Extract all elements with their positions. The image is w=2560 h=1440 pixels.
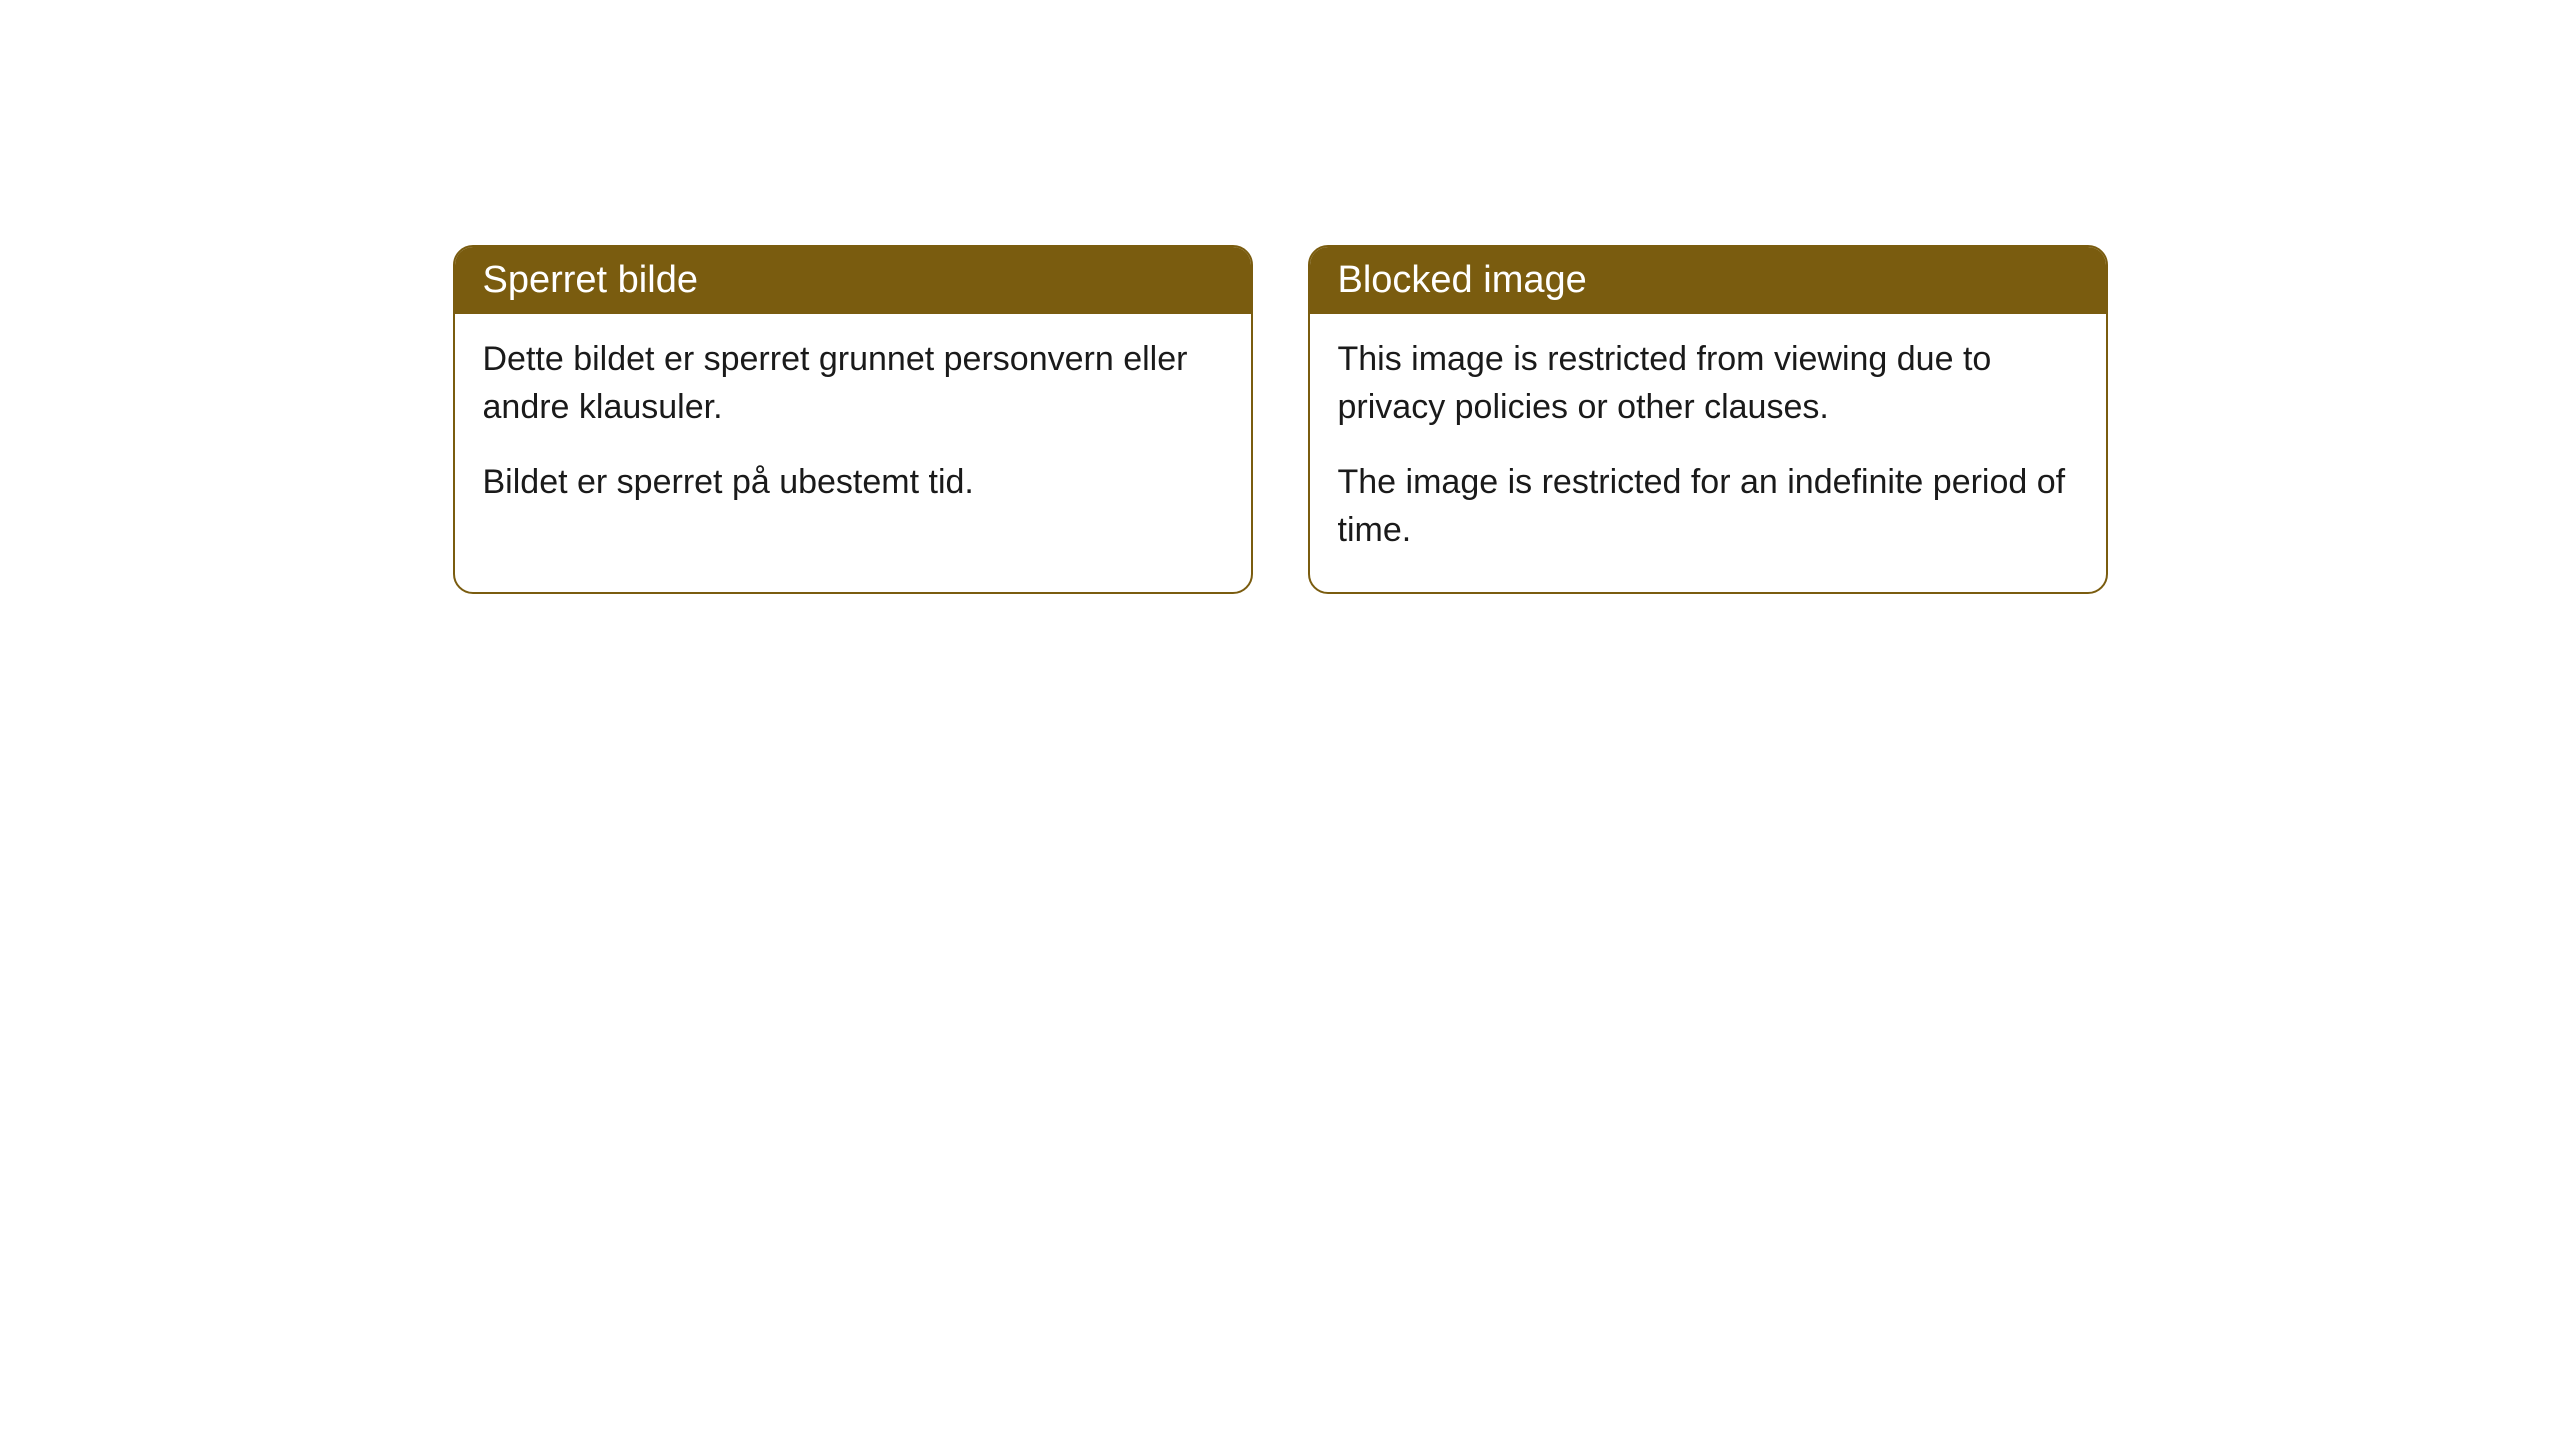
- card-paragraph: Dette bildet er sperret grunnet personve…: [483, 336, 1223, 431]
- notice-cards-container: Sperret bilde Dette bildet er sperret gr…: [453, 245, 2108, 594]
- card-paragraph: This image is restricted from viewing du…: [1338, 336, 2078, 431]
- card-header-english: Blocked image: [1310, 247, 2106, 314]
- card-header-norwegian: Sperret bilde: [455, 247, 1251, 314]
- card-title: Sperret bilde: [483, 259, 698, 301]
- card-body-norwegian: Dette bildet er sperret grunnet personve…: [455, 314, 1251, 545]
- card-title: Blocked image: [1338, 259, 1587, 301]
- card-paragraph: Bildet er sperret på ubestemt tid.: [483, 459, 1223, 507]
- notice-card-english: Blocked image This image is restricted f…: [1308, 245, 2108, 594]
- notice-card-norwegian: Sperret bilde Dette bildet er sperret gr…: [453, 245, 1253, 594]
- card-body-english: This image is restricted from viewing du…: [1310, 314, 2106, 592]
- card-paragraph: The image is restricted for an indefinit…: [1338, 459, 2078, 554]
